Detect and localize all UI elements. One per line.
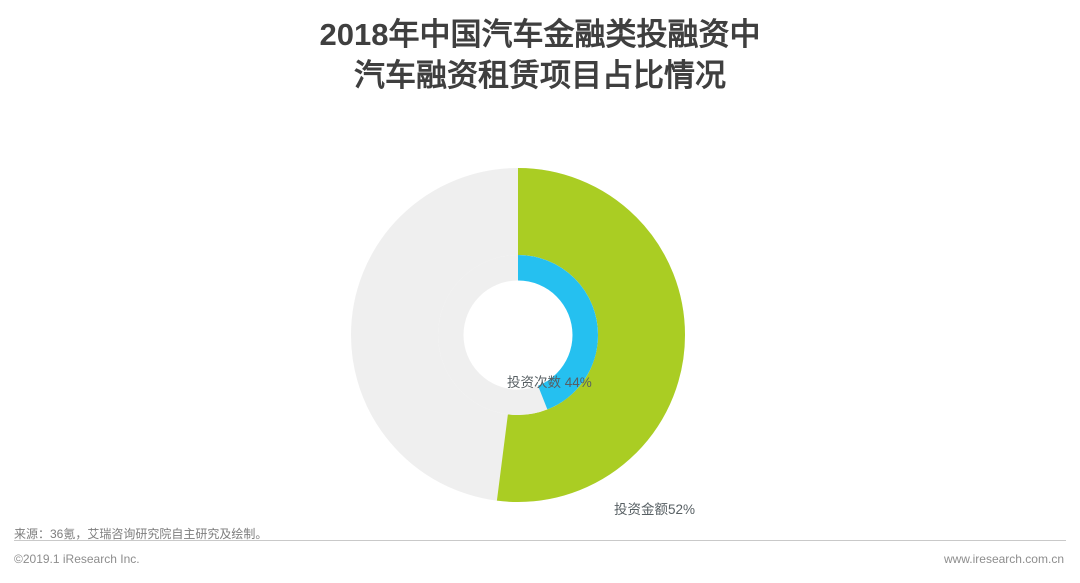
- footer-website: www.iresearch.com.cn: [943, 552, 1064, 566]
- data-label-investment-count: 投资次数 44%: [507, 375, 592, 390]
- footer-divider: [14, 540, 1066, 541]
- footer: 来源：36氪，艾瑞咨询研究院自主研究及绘制。 ©2019.1 iResearch…: [0, 525, 1080, 583]
- inner-ring-value-slice: [438, 255, 598, 415]
- page-title: 2018年中国汽车金融类投融资中 汽车融资租赁项目占比情况: [0, 14, 1080, 96]
- footer-copyright: ©2019.1 iResearch Inc.: [14, 552, 140, 566]
- title-line-2: 汽车融资租赁项目占比情况: [354, 58, 726, 93]
- donut-center-hole: [463, 280, 573, 390]
- outer-ring-value-slice: [351, 168, 685, 502]
- data-label-investment-amount: 投资金额52%: [614, 502, 696, 517]
- chart-area: 投资次数 44% 投资金额52%: [0, 120, 1080, 520]
- donut-chart: [351, 168, 685, 502]
- footer-source-text: 来源：36氪，艾瑞咨询研究院自主研究及绘制。: [14, 527, 268, 541]
- donut-chart-svg: [351, 168, 685, 502]
- title-line-1: 2018年中国汽车金融类投融资中: [319, 17, 761, 52]
